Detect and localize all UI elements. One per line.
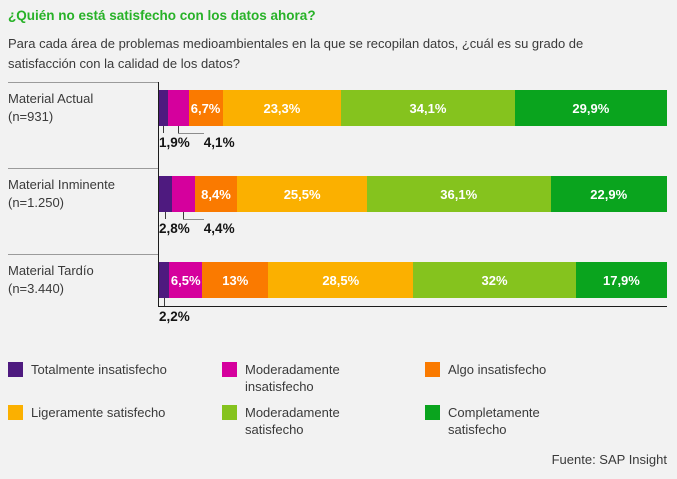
legend-item: Moderadamente insatisfecho: [222, 362, 425, 396]
segment-value-label: 8,4%: [201, 186, 231, 202]
chart-row: Material Actual (n=931) 6,7% 23,3% 34,1% 29…: [8, 82, 667, 168]
segment-value-label: 28,5%: [322, 272, 360, 288]
bar-segment: 25,5%: [237, 176, 367, 212]
bar-segment: 8,4%: [194, 176, 238, 212]
category-name: Material Inminente: [8, 177, 115, 192]
segment-value-label: 22,9%: [590, 186, 628, 202]
bar-segment: 28,5%: [268, 262, 414, 298]
bar-container: 8,4% 25,5% 36,1% 22,9% 2,8% 4,4%: [158, 168, 667, 254]
legend-label: Totalmente insatisfecho: [31, 362, 167, 377]
legend-label: Moderadamente satisfecho: [245, 404, 340, 437]
stacked-bar-chart: Material Actual (n=931) 6,7% 23,3% 34,1% 29…: [8, 82, 667, 332]
chart-rows: Material Actual (n=931) 6,7% 23,3% 34,1% 29…: [8, 82, 667, 332]
bar-segment: 13%: [202, 262, 269, 298]
category-sample-size: (n=3.440): [8, 280, 65, 296]
callout-leader-line: [183, 219, 204, 220]
segment-value-label: 34,1%: [409, 100, 447, 116]
source-credit: Fuente: SAP Insight: [551, 451, 667, 467]
segment-value-label: 6,5%: [170, 272, 201, 288]
bar-annotations: 2,2%: [158, 298, 667, 332]
bar-segment: 32%: [413, 262, 576, 298]
bar-container: 6,7% 23,3% 34,1% 29,9% 1,9% 4,1%: [158, 82, 667, 168]
legend-label: Moderadamente insatisfecho: [245, 362, 340, 394]
segment-value-callout: 4,4%: [203, 221, 235, 236]
bar-segment: 6,5%: [169, 262, 203, 298]
bar-annotations: 2,8% 4,4%: [158, 212, 667, 246]
callout-leader-line: [178, 133, 204, 134]
legend-label: Completamente satisfecho: [448, 404, 540, 437]
bar-segment: 23,3%: [222, 90, 342, 126]
legend-item: Moderadamente satisfecho: [222, 404, 425, 439]
segment-value-label: 17,9%: [602, 272, 640, 288]
stacked-bar: 8,4% 25,5% 36,1% 22,9%: [158, 176, 667, 212]
legend-label: Ligeramente satisfecho: [31, 404, 166, 420]
segment-value-label: 29,9%: [572, 100, 610, 116]
callout-tick: [183, 212, 185, 219]
bar-segment: 36,1%: [366, 176, 551, 212]
legend-item: Ligeramente satisfecho: [8, 404, 222, 439]
bar-segment: [158, 90, 168, 126]
bar-segment: 17,9%: [575, 262, 667, 298]
callout-tick: [163, 298, 165, 306]
bar-container: 6,5% 13% 28,5% 32% 17,9% 2,2%: [158, 254, 667, 332]
callout-tick: [162, 126, 164, 133]
segment-value-callout: 4,1%: [203, 135, 235, 150]
bar-segment: 29,9%: [514, 90, 667, 126]
legend-item: Totalmente insatisfecho: [8, 362, 222, 396]
x-axis-line: [158, 306, 667, 307]
segment-value-label: 25,5%: [283, 186, 321, 202]
legend-item: Completamente satisfecho: [425, 404, 667, 439]
category-label: Material Inminente (n=1.250): [8, 168, 158, 254]
stacked-bar: 6,7% 23,3% 34,1% 29,9%: [158, 90, 667, 126]
stacked-bar: 6,5% 13% 28,5% 32% 17,9%: [158, 262, 667, 298]
chart-title: ¿Quién no está satisfecho con los datos …: [8, 8, 316, 23]
bar-segment: [167, 90, 189, 126]
category-sample-size: (n=1.250): [8, 194, 65, 210]
segment-value-label: 23,3%: [263, 100, 301, 116]
segment-value-label: 32%: [481, 272, 508, 288]
category-sample-size: (n=931): [8, 108, 54, 124]
callout-tick: [178, 126, 180, 133]
bar-segment: 22,9%: [550, 176, 667, 212]
legend: Totalmente insatisfecho Moderadamente in…: [8, 362, 667, 439]
legend-swatch: [425, 362, 440, 377]
legend-swatch: [8, 362, 23, 377]
chart-row: Material Inminente (n=1.250) 8,4% 25,5% 36…: [8, 168, 667, 254]
y-axis-line: [158, 82, 159, 307]
legend-swatch: [8, 404, 23, 420]
bar-segment: [158, 176, 173, 212]
legend-item: Algo insatisfecho: [425, 362, 667, 396]
callout-tick: [165, 212, 167, 219]
bar-segment: [172, 176, 195, 212]
segment-value-callout: 2,8%: [159, 221, 190, 236]
category-name: Material Actual: [8, 91, 94, 106]
segment-value-callout: 2,2%: [159, 309, 190, 324]
category-name: Material Tardío: [8, 263, 94, 278]
category-label: Material Tardío (n=3.440): [8, 254, 158, 332]
bar-segment: 6,7%: [188, 90, 223, 126]
segment-value-label: 6,7%: [190, 100, 221, 116]
legend-swatch: [425, 404, 440, 420]
chart-subtitle: Para cada área de problemas medioambient…: [8, 36, 584, 71]
segment-value-callout: 1,9%: [159, 135, 190, 150]
category-label: Material Actual (n=931): [8, 82, 158, 168]
legend-label: Algo insatisfecho: [448, 362, 547, 377]
legend-swatch: [222, 362, 237, 377]
bar-segment: 34,1%: [341, 90, 515, 126]
legend-swatch: [222, 404, 237, 420]
segment-value-label: 13%: [222, 272, 249, 288]
bar-segment: [158, 262, 170, 298]
bar-annotations: 1,9% 4,1%: [158, 126, 667, 160]
chart-row: Material Tardío (n=3.440) 6,5% 13% 28,5% 32…: [8, 254, 667, 332]
segment-value-label: 36,1%: [440, 186, 478, 202]
